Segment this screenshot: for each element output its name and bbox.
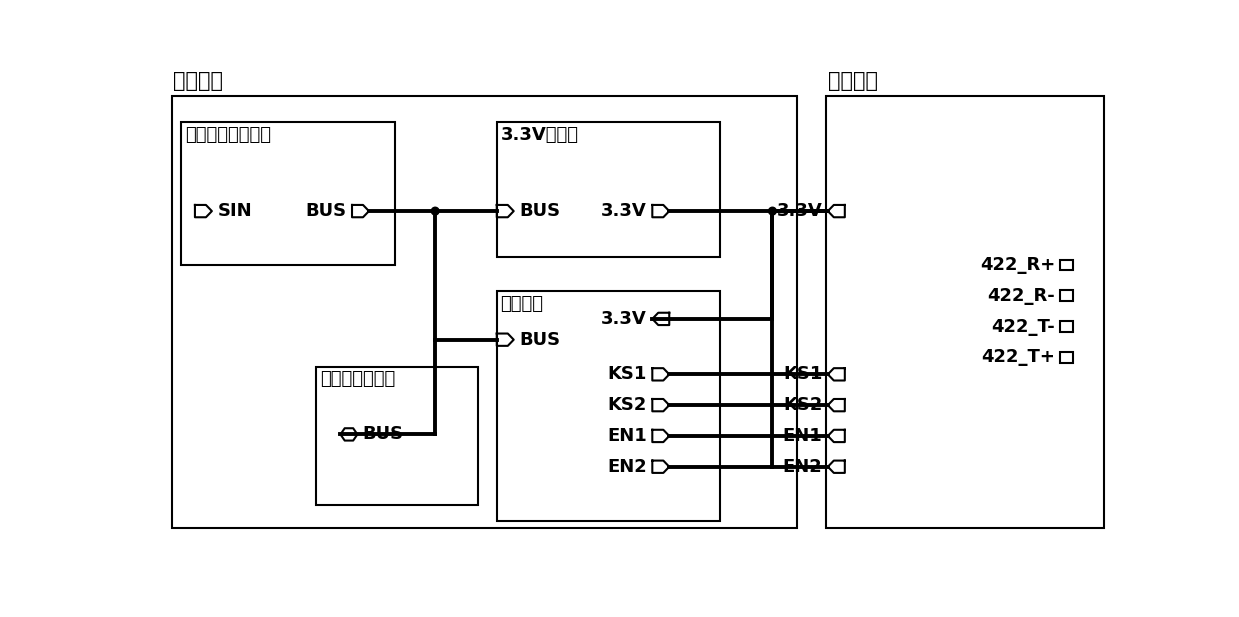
Bar bbox=[1061, 291, 1073, 301]
Text: KS2: KS2 bbox=[783, 396, 823, 414]
Text: BUS: BUS bbox=[306, 202, 347, 220]
Text: EN2: EN2 bbox=[607, 458, 647, 476]
Text: EN2: EN2 bbox=[783, 458, 823, 476]
Text: KS1: KS1 bbox=[607, 365, 647, 383]
Circle shape bbox=[768, 207, 777, 215]
Text: SIN: SIN bbox=[218, 202, 253, 220]
Text: 422_R+: 422_R+ bbox=[980, 256, 1056, 274]
Text: BUS: BUS bbox=[363, 425, 404, 444]
Text: KS1: KS1 bbox=[783, 365, 823, 383]
Text: 超级电容充电电路: 超级电容充电电路 bbox=[185, 126, 271, 144]
Text: 3.3V: 3.3V bbox=[601, 310, 647, 328]
Bar bbox=[826, 96, 1104, 528]
Bar bbox=[1061, 260, 1073, 270]
Text: EN1: EN1 bbox=[783, 427, 823, 445]
Text: 超级电容器模组: 超级电容器模组 bbox=[320, 370, 395, 389]
Text: 422_T-: 422_T- bbox=[991, 318, 1056, 336]
Text: 3.3V转换器: 3.3V转换器 bbox=[501, 126, 579, 144]
Bar bbox=[1061, 321, 1073, 332]
Text: 控制电路: 控制电路 bbox=[828, 71, 878, 91]
Bar bbox=[1061, 352, 1073, 363]
Text: 3.3V: 3.3V bbox=[777, 202, 823, 220]
Bar bbox=[497, 291, 720, 521]
Circle shape bbox=[431, 207, 439, 215]
Text: KS2: KS2 bbox=[607, 396, 647, 414]
Text: BUS: BUS bbox=[520, 202, 561, 220]
Text: BUS: BUS bbox=[520, 331, 561, 349]
Text: 422_T+: 422_T+ bbox=[981, 349, 1056, 366]
Bar bbox=[172, 96, 797, 528]
Bar bbox=[497, 122, 720, 257]
Text: EN1: EN1 bbox=[607, 427, 647, 445]
Text: 烧线电路: 烧线电路 bbox=[501, 295, 544, 313]
Text: 供电电路: 供电电路 bbox=[173, 71, 223, 91]
Text: 422_R-: 422_R- bbox=[987, 287, 1056, 305]
Bar bbox=[316, 366, 477, 505]
Text: 3.3V: 3.3V bbox=[601, 202, 647, 220]
Bar bbox=[181, 122, 395, 265]
